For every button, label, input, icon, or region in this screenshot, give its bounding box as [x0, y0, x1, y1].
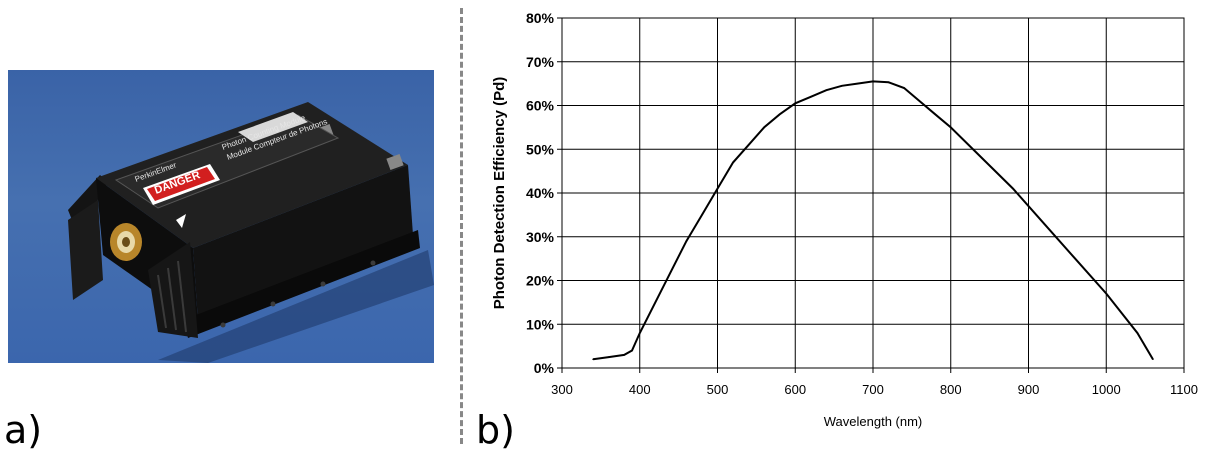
- data-point: [747, 144, 750, 146]
- y-tick-label: 0%: [534, 360, 555, 376]
- side-connector: [386, 153, 404, 171]
- data-point: [810, 95, 812, 98]
- y-tick-label: 10%: [526, 316, 555, 332]
- serial-label: [238, 112, 308, 142]
- warning-triangle-icon: [176, 214, 186, 228]
- data-point: [654, 301, 657, 304]
- data-point: [1012, 187, 1014, 190]
- device-illustration: PerkinElmer Photon Counting Module Modul…: [68, 102, 434, 363]
- y-tick-label: 60%: [526, 98, 555, 114]
- y-tick-label: 80%: [526, 10, 555, 26]
- panel-divider: [460, 8, 463, 444]
- data-point: [623, 354, 625, 356]
- data-point: [716, 187, 719, 190]
- data-point: [887, 81, 890, 84]
- x-tick-label: 600: [784, 382, 806, 397]
- data-point: [1136, 332, 1139, 334]
- data-point: [872, 80, 874, 83]
- data-point: [763, 126, 765, 129]
- x-tick-label: 400: [629, 382, 651, 397]
- data-point: [794, 102, 797, 105]
- panel-b-label: b): [476, 408, 515, 452]
- data-point: [638, 332, 641, 334]
- y-tick-label: 20%: [526, 273, 555, 289]
- data-point: [856, 82, 859, 85]
- y-tick-label: 30%: [526, 229, 555, 245]
- panel-a-label: a): [4, 408, 43, 452]
- data-point: [592, 358, 594, 361]
- y-axis-ticks: 0% 10% 20% 30% 40% 50% 60% 70% 80%: [526, 10, 562, 376]
- efficiency-chart: 0% 10% 20% 30% 40% 50% 60% 70% 80% 300 400 500 600 7…: [491, 10, 1198, 429]
- x-tick-label: 1000: [1092, 382, 1121, 397]
- data-point: [825, 89, 828, 91]
- data-point: [934, 113, 936, 116]
- module-side: [193, 165, 413, 322]
- x-tick-label: 800: [940, 382, 962, 397]
- x-axis-label: Wavelength (nm): [824, 414, 923, 429]
- y-tick-label: 50%: [526, 141, 555, 157]
- x-tick-label: 500: [707, 382, 729, 397]
- x-tick-label: 700: [862, 382, 884, 397]
- data-point: [1105, 292, 1108, 295]
- data-point: [607, 356, 610, 358]
- data-point: [701, 214, 703, 216]
- heatsink-front: [148, 242, 198, 338]
- device-shadow: [158, 250, 434, 363]
- data-point: [778, 113, 781, 116]
- y-axis-label: Photon Detection Efficiency (Pd): [491, 77, 508, 310]
- data-point: [949, 126, 952, 129]
- data-point: [841, 85, 843, 87]
- data-point: [732, 161, 734, 164]
- data-point: [918, 100, 921, 102]
- y-tick-label: 70%: [526, 54, 555, 70]
- series-line: [592, 80, 1154, 361]
- data-point: [1043, 222, 1045, 225]
- x-tick-label: 900: [1018, 382, 1040, 397]
- data-point: [1074, 257, 1076, 260]
- x-tick-label: 1100: [1170, 382, 1198, 397]
- data-point: [981, 157, 983, 159]
- data-point: [1152, 358, 1154, 361]
- data-point: [631, 349, 633, 352]
- data-point: [670, 270, 672, 273]
- device-photo: PerkinElmer Photon Counting Module Modul…: [8, 70, 434, 363]
- series-points: [592, 80, 1154, 361]
- y-tick-label: 40%: [526, 185, 555, 201]
- base-rail: [183, 230, 420, 338]
- data-point: [903, 87, 905, 89]
- heatsink-fins-rear: [68, 200, 103, 300]
- x-tick-label: 300: [551, 382, 573, 397]
- data-point: [685, 240, 688, 242]
- x-axis-ticks: 300 400 500 600 700 800 900 1000 1100: [551, 368, 1198, 397]
